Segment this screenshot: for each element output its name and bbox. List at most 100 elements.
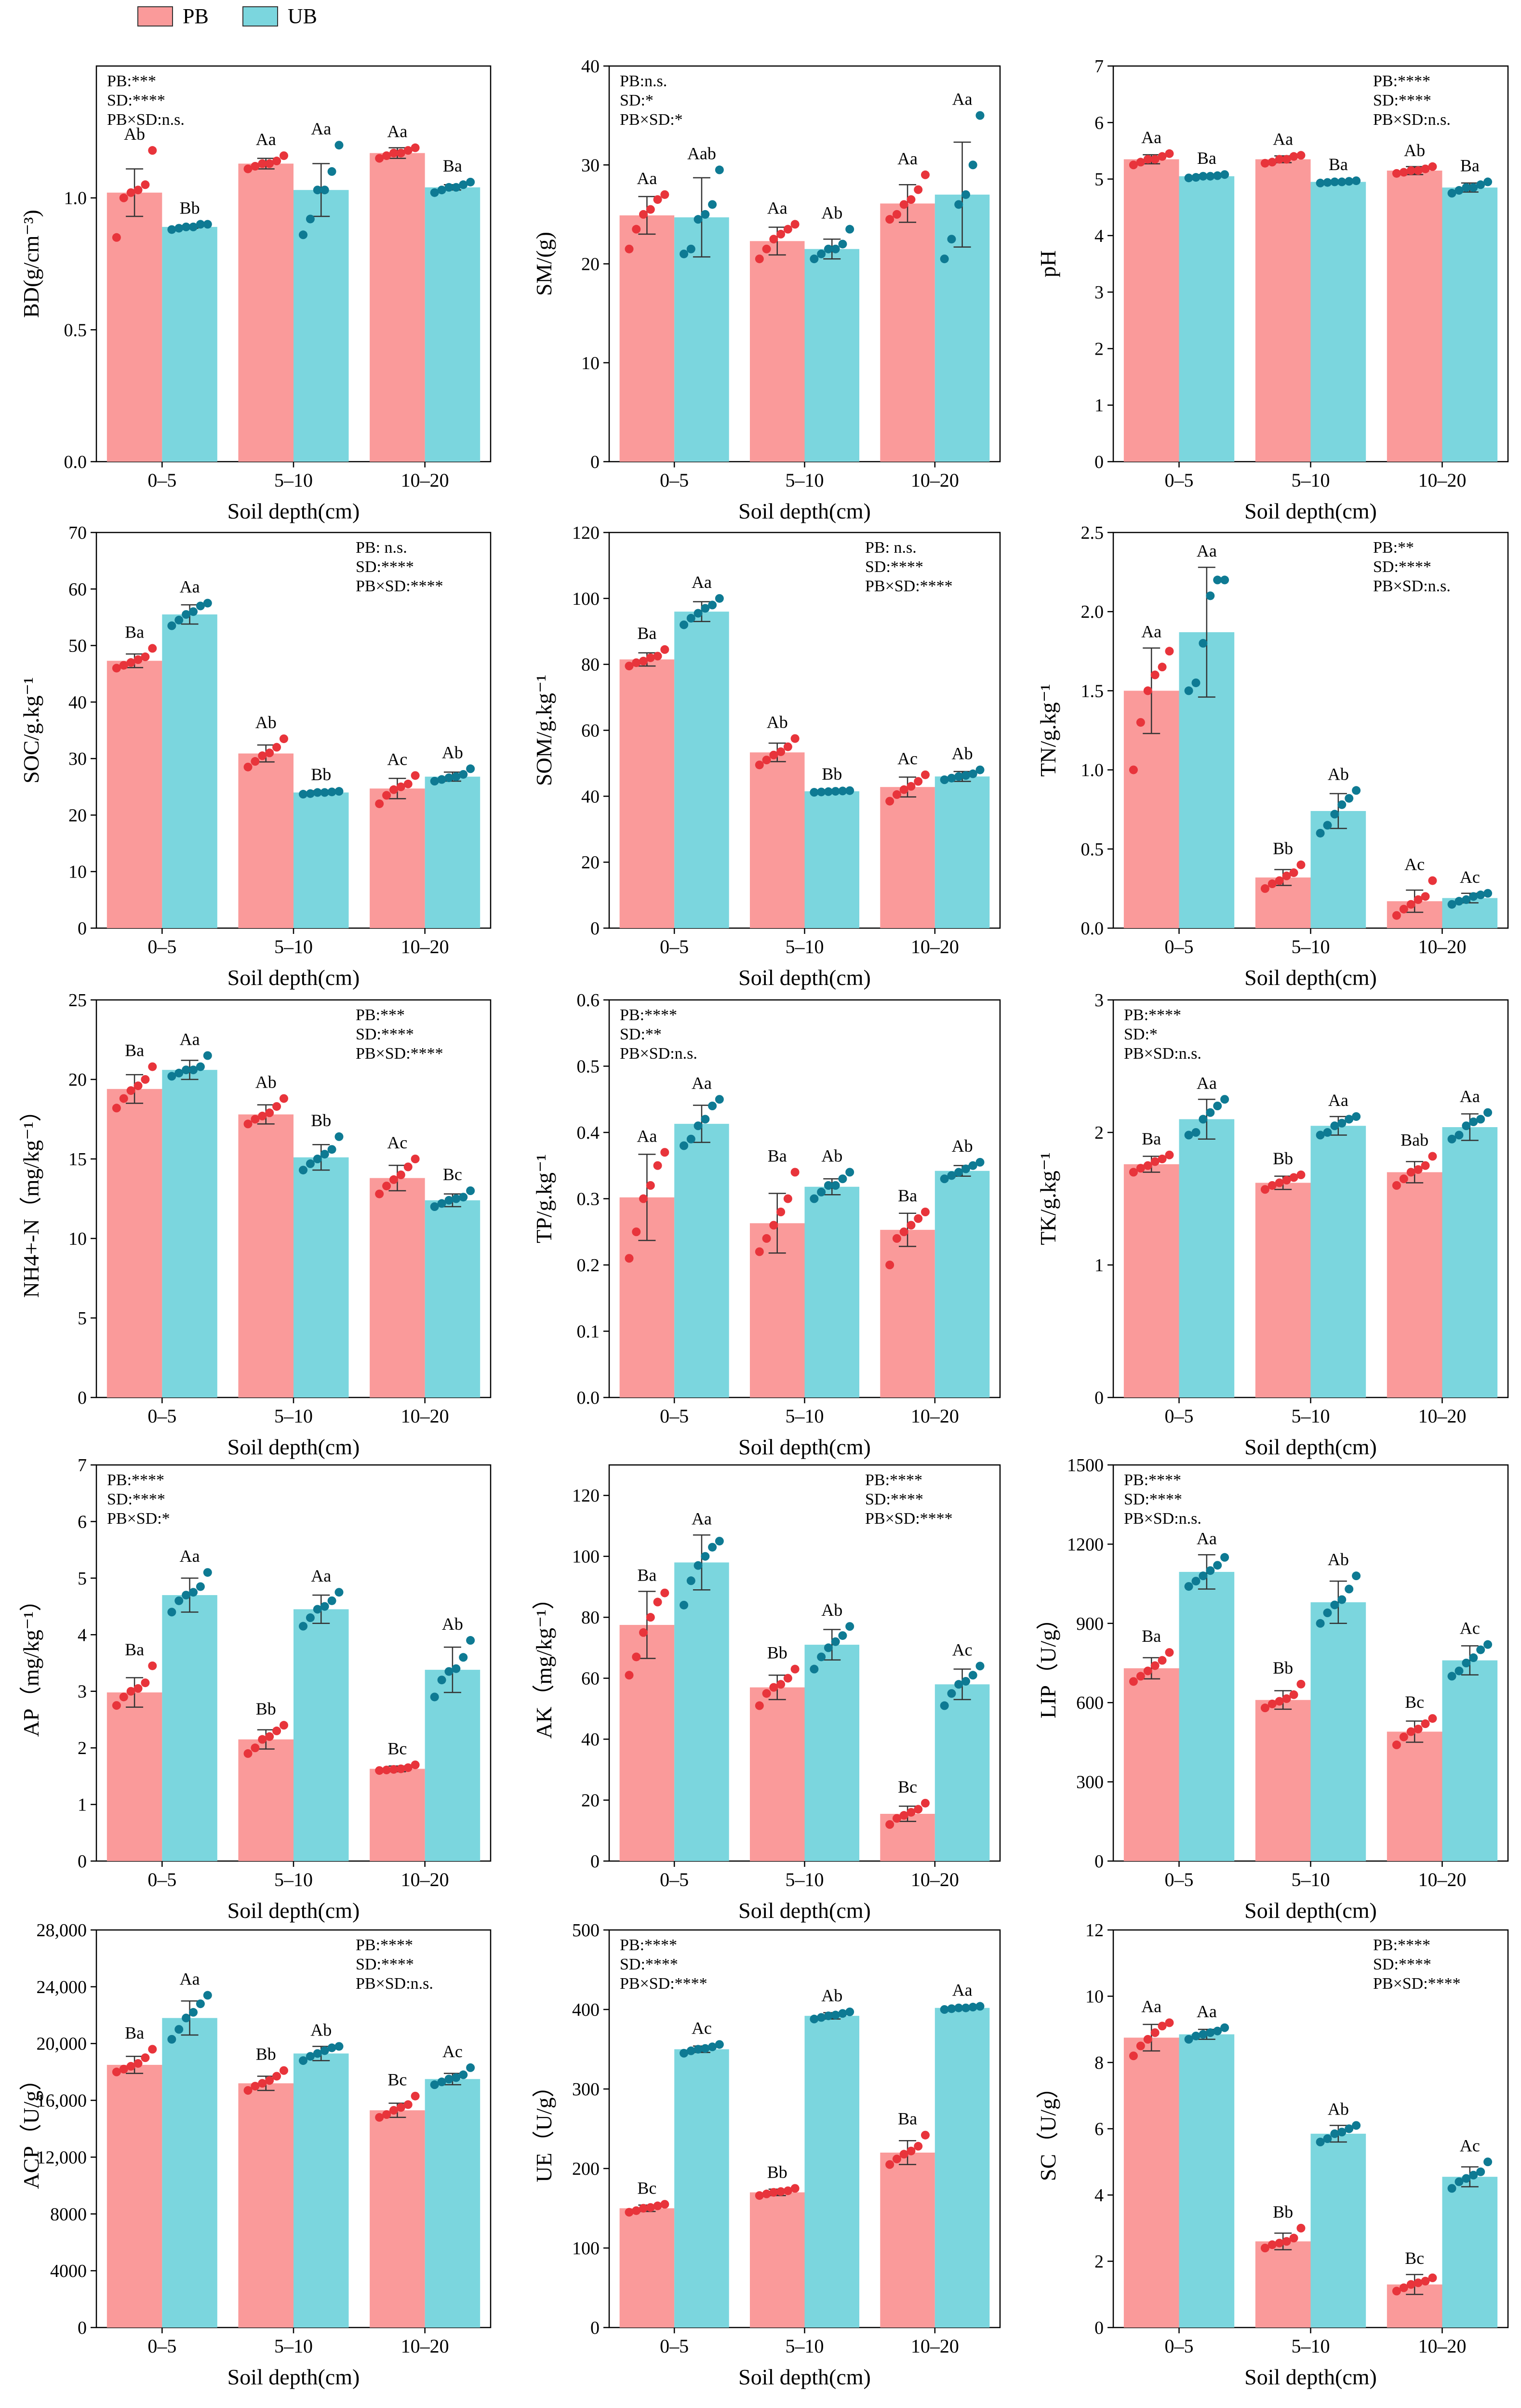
- data-point: [817, 2013, 826, 2022]
- data-point: [452, 1664, 461, 1673]
- data-point: [1268, 879, 1277, 889]
- data-point: [1469, 183, 1478, 192]
- data-point: [1136, 1164, 1145, 1173]
- bar-pb: [749, 1687, 805, 1861]
- data-point: [119, 2064, 128, 2074]
- x-tick-label: 0–5: [147, 1405, 176, 1427]
- data-point: [769, 750, 778, 759]
- data-point: [444, 1667, 454, 1676]
- stats-annotation: PB×SD:n.s.: [107, 111, 185, 129]
- data-point: [899, 200, 908, 209]
- data-point: [1165, 2018, 1174, 2027]
- bar-pb: [1123, 1668, 1179, 1861]
- data-point: [1158, 1155, 1167, 1163]
- data-point: [403, 1162, 413, 1171]
- y-tick-label: 25: [68, 990, 87, 1011]
- data-point: [845, 1168, 854, 1177]
- bar-pb: [107, 1089, 162, 1397]
- data-point: [961, 1676, 970, 1686]
- data-point: [112, 664, 121, 673]
- bar-ub: [162, 226, 217, 462]
- data-point: [1220, 575, 1229, 585]
- data-point: [1184, 173, 1193, 183]
- data-point: [437, 775, 446, 784]
- data-point: [646, 205, 655, 214]
- data-point: [1150, 1157, 1160, 1166]
- significance-letter: Ab: [255, 1073, 277, 1092]
- x-axis-label: Soil depth(cm): [227, 965, 360, 990]
- y-tick-label: 40: [68, 692, 87, 713]
- data-point: [466, 1636, 475, 1645]
- data-point: [1428, 2273, 1437, 2282]
- data-point: [258, 2079, 267, 2088]
- data-point: [646, 653, 655, 662]
- bar-pb: [370, 153, 425, 462]
- data-point: [783, 2186, 792, 2195]
- data-point: [776, 1208, 786, 1216]
- y-axis-label: AK（mg/kg⁻¹）: [532, 1587, 556, 1739]
- significance-letter: Bc: [637, 2178, 656, 2197]
- bar-ub: [162, 1595, 217, 1861]
- data-point: [975, 1662, 985, 1671]
- bar-pb: [107, 661, 162, 928]
- data-point: [632, 2206, 641, 2215]
- data-point: [921, 2130, 930, 2140]
- data-point: [203, 1991, 212, 2000]
- data-point: [1213, 1561, 1222, 1570]
- data-point: [694, 609, 703, 618]
- data-point: [272, 1726, 281, 1735]
- data-point: [1454, 1666, 1464, 1676]
- x-axis-label: Soil depth(cm): [1244, 1435, 1377, 1459]
- data-point: [411, 771, 420, 780]
- data-point: [258, 1111, 267, 1120]
- bar-pb: [370, 1769, 425, 1861]
- data-point: [632, 1227, 641, 1237]
- y-tick-label: 1500: [1067, 1455, 1104, 1476]
- data-point: [968, 1161, 977, 1170]
- data-point: [1352, 1112, 1361, 1121]
- bar-ub: [674, 1562, 729, 1861]
- data-point: [265, 1108, 274, 1118]
- data-point: [334, 2042, 344, 2051]
- stats-annotation: PB×SD:*: [107, 1510, 170, 1528]
- data-point: [715, 1537, 724, 1546]
- y-tick-label: 4: [1094, 2185, 1104, 2206]
- y-tick-label: 20,000: [37, 2034, 87, 2054]
- data-point: [1282, 155, 1291, 164]
- data-point: [1282, 1176, 1291, 1184]
- stats-annotation: SD:*: [620, 92, 654, 109]
- stats-annotation: SD:****: [356, 1956, 414, 1973]
- y-tick-label: 2: [78, 1738, 87, 1758]
- data-point: [148, 1062, 157, 1071]
- significance-letter: Ab: [1328, 764, 1349, 784]
- y-tick-label: 0: [1094, 452, 1104, 472]
- data-point: [272, 743, 281, 752]
- significance-letter: Ab: [952, 1136, 973, 1156]
- bar-pb: [1123, 159, 1179, 462]
- x-tick-label: 5–10: [274, 936, 313, 958]
- significance-letter: Aa: [1328, 1091, 1348, 1110]
- panel-lip: 0 300 600 900 1200 1500 LIP（U/g） Soil depth(cm)…: [1036, 1455, 1509, 1923]
- data-point: [141, 1678, 150, 1688]
- data-point: [1476, 180, 1485, 189]
- data-point: [327, 2043, 336, 2052]
- data-point: [907, 195, 916, 204]
- data-point: [313, 2049, 322, 2058]
- data-point: [947, 2004, 956, 2013]
- significance-letter: Ba: [637, 624, 656, 643]
- data-point: [1392, 1740, 1401, 1749]
- data-point: [1220, 2023, 1229, 2032]
- data-point: [126, 1687, 135, 1696]
- data-point: [646, 1613, 655, 1622]
- significance-letter: Ac: [692, 2019, 712, 2038]
- data-point: [1454, 1131, 1464, 1140]
- data-point: [715, 594, 724, 603]
- y-tick-label: 10: [68, 1229, 87, 1249]
- y-tick-label: 24,000: [37, 1977, 87, 1997]
- stats-annotation: SD:*: [1124, 1025, 1158, 1043]
- data-point: [686, 613, 695, 623]
- data-point: [403, 779, 413, 788]
- data-point: [389, 785, 398, 794]
- data-point: [921, 1208, 930, 1216]
- x-tick-label: 10–20: [401, 469, 449, 491]
